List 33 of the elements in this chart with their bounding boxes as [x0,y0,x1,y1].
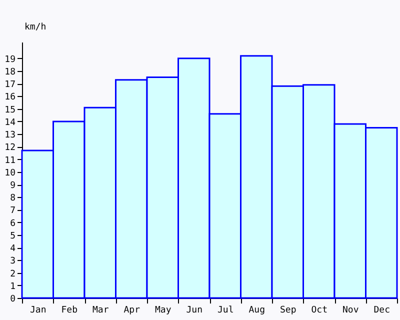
y-tick-label: 16 [4,92,16,103]
y-tick-label: 14 [4,118,16,128]
x-tick-label: Jan [30,306,46,316]
y-tick-label: 0 [10,294,16,304]
y-tick-label: 8 [10,194,16,204]
x-tick-label: Sep [280,306,296,316]
x-tick-label: Dec [374,306,390,316]
y-tick-label: 2 [10,269,16,280]
y-tick-label: 15 [4,105,16,116]
x-tick-label: Mar [92,306,110,316]
y-tick-label: 5 [10,231,16,242]
x-tick-label: Feb [61,306,78,316]
y-tick-label: 3 [10,256,16,267]
y-tick-label: 7 [10,206,16,216]
y-tick-label: 17 [4,80,16,90]
y-tick-label: 1 [10,282,16,292]
y-tick-label: 9 [10,181,16,191]
x-tick-label: Oct [311,306,328,316]
y-tick-label: 11 [4,156,16,166]
y-tick-label: 4 [10,244,16,254]
x-tick-label: Aug [248,306,266,316]
x-tick-label: Nov [342,306,359,316]
y-axis-title: km/h [24,22,46,32]
x-tick-label: May [154,306,172,316]
y-tick-label: 18 [4,68,16,78]
y-tick-label: 12 [4,143,16,154]
x-tick-label: Jul [217,306,234,316]
y-tick-label: 19 [4,54,16,65]
y-tick-label: 6 [10,218,16,229]
x-tick-label: Apr [124,306,141,316]
x-tick-label: Jun [186,306,203,316]
y-tick-label: 10 [4,168,16,178]
y-tick-label: 13 [4,130,16,141]
